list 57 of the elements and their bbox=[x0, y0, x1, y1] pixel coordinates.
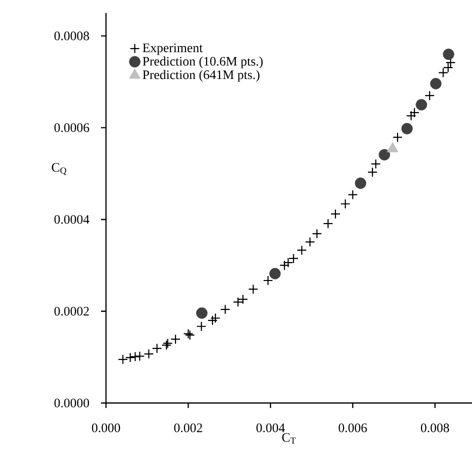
point bbox=[196, 321, 206, 332]
point bbox=[340, 198, 350, 209]
point bbox=[125, 352, 136, 363]
point bbox=[152, 343, 162, 354]
y-tick-label: 0.0006 bbox=[54, 123, 90, 132]
point bbox=[232, 297, 244, 308]
point bbox=[130, 352, 140, 362]
point bbox=[210, 313, 220, 324]
point bbox=[442, 48, 454, 60]
point bbox=[279, 260, 290, 270]
y-tick-label: 0.0008 bbox=[54, 32, 90, 40]
y-tick-label: 0.0000 bbox=[54, 398, 90, 408]
point bbox=[443, 62, 454, 73]
point bbox=[207, 315, 218, 326]
y-tick-label: 0.0002 bbox=[54, 306, 89, 316]
y-axis-title: C$_{Q}$ bbox=[52, 163, 66, 175]
point bbox=[248, 284, 258, 294]
point bbox=[430, 78, 442, 90]
point bbox=[416, 99, 428, 110]
point bbox=[409, 108, 420, 118]
point bbox=[438, 68, 448, 78]
point bbox=[118, 354, 128, 364]
point bbox=[220, 304, 230, 314]
point bbox=[262, 275, 274, 286]
point bbox=[406, 110, 416, 121]
point bbox=[401, 122, 413, 134]
legend-label: Prediction (10.6M pts.) bbox=[142, 56, 263, 68]
x-tick-label: 0.000 bbox=[92, 423, 120, 432]
point bbox=[283, 258, 294, 268]
point bbox=[378, 149, 390, 160]
point bbox=[304, 236, 316, 247]
x-axis-title: C$_{T}$ bbox=[282, 433, 296, 444]
point bbox=[446, 58, 456, 68]
point bbox=[238, 294, 248, 304]
x-tick-label: 0.004 bbox=[256, 423, 285, 432]
point bbox=[392, 132, 403, 142]
x-tick-label: 0.002 bbox=[174, 423, 202, 432]
point bbox=[312, 228, 322, 239]
legend-label: Prediction (641M pts.) bbox=[142, 70, 260, 82]
point bbox=[288, 253, 299, 264]
point bbox=[367, 167, 378, 178]
point bbox=[323, 218, 334, 229]
point bbox=[370, 158, 381, 169]
point bbox=[144, 348, 154, 359]
point bbox=[354, 178, 366, 189]
point bbox=[296, 245, 307, 256]
x-tick-label: 0.006 bbox=[338, 423, 367, 432]
y-tick-label: 0.0004 bbox=[54, 215, 90, 224]
x-tick-label: 0.008 bbox=[420, 423, 450, 432]
point bbox=[330, 208, 340, 219]
legend-label: Experiment bbox=[142, 43, 203, 55]
point bbox=[424, 90, 435, 101]
point bbox=[269, 268, 281, 280]
point bbox=[134, 351, 145, 362]
point bbox=[170, 334, 181, 344]
point bbox=[196, 307, 208, 319]
point bbox=[348, 190, 358, 200]
